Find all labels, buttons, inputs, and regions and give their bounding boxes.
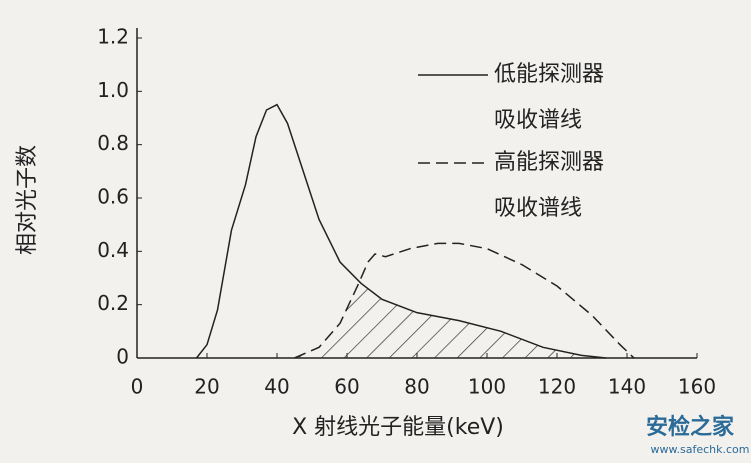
y-tick-label: 1.2 xyxy=(97,25,129,49)
x-tick-label: 100 xyxy=(468,375,506,399)
x-tick-label: 160 xyxy=(678,375,716,399)
x-tick-label: 140 xyxy=(608,375,646,399)
series-line xyxy=(294,242,635,359)
x-tick-label: 0 xyxy=(131,375,144,399)
y-tick-label: 0 xyxy=(116,345,129,369)
y-tick-label: 1.0 xyxy=(97,78,129,102)
overlap-hatch xyxy=(294,243,606,358)
x-axis-label: X 射线光子能量(keV) xyxy=(292,415,504,440)
overlap-clip xyxy=(294,243,606,358)
x-tick-label: 40 xyxy=(264,375,289,399)
legend-label: 高能探测器吸收谱线 xyxy=(494,150,605,221)
x-tick-label: 20 xyxy=(194,375,219,399)
legend-label: 低能探测器吸收谱线 xyxy=(494,62,605,133)
x-tick-label: 120 xyxy=(538,375,576,399)
x-tick-label: 80 xyxy=(404,375,429,399)
watermark-title: 安检之家 xyxy=(646,414,735,440)
y-tick-label: 0.4 xyxy=(97,238,129,262)
y-axis-label: 相对光子数 xyxy=(15,145,40,255)
y-tick-label: 0.6 xyxy=(97,185,129,209)
series-line xyxy=(195,103,607,359)
overlap-clip xyxy=(294,243,606,358)
x-tick-label: 60 xyxy=(334,375,359,399)
watermark-url: www.safechk.com xyxy=(651,443,750,456)
y-tick-label: 0.2 xyxy=(97,291,129,315)
y-tick-label: 0.8 xyxy=(97,131,129,155)
